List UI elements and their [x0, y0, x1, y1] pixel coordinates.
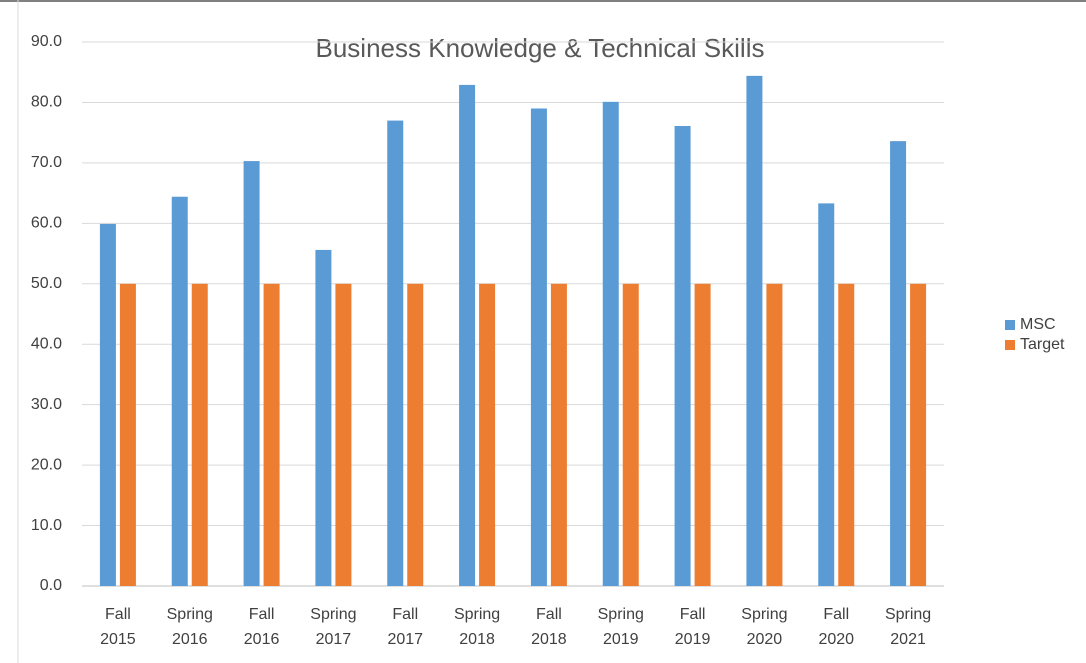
chart-title: Business Knowledge & Technical Skills: [316, 33, 765, 63]
legend-swatch: [1005, 320, 1015, 330]
bar: [315, 249, 332, 586]
bar: [694, 283, 711, 586]
y-tick-label: 20.0: [31, 456, 62, 473]
y-tick-label: 40.0: [31, 335, 62, 352]
bar: [550, 283, 567, 586]
bar: [479, 283, 496, 586]
x-tick-label: Spring 2017: [310, 606, 357, 648]
bar: [838, 283, 855, 586]
y-tick-label: 50.0: [31, 275, 62, 292]
bar: [622, 283, 639, 586]
y-tick-label: 90.0: [31, 33, 62, 50]
bar: [263, 283, 280, 586]
x-tick-label: Spring 2018: [453, 606, 501, 648]
x-tick-label: Fall 2020: [818, 606, 855, 648]
bar: [910, 283, 927, 586]
bar: [99, 223, 116, 586]
bar: [818, 203, 835, 587]
x-tick-label: Spring 2021: [884, 606, 932, 648]
bar: [171, 196, 188, 586]
legend-label: MSC: [1020, 316, 1056, 333]
y-tick-label: 70.0: [31, 154, 62, 171]
legend-label: Target: [1020, 336, 1065, 353]
bar: [243, 161, 260, 586]
bar: [407, 283, 424, 586]
bar: [387, 120, 404, 587]
y-tick-label: 30.0: [31, 396, 62, 413]
bar: [335, 283, 352, 586]
bar: [119, 283, 136, 586]
y-tick-label: 0.0: [40, 577, 62, 594]
y-tick-label: 80.0: [31, 94, 62, 111]
y-tick-label: 60.0: [31, 215, 62, 232]
y-tick-label: 10.0: [31, 517, 62, 534]
x-tick-label: Spring 2020: [741, 606, 788, 648]
x-tick-label: Spring 2019: [597, 606, 644, 648]
bar: [459, 84, 476, 586]
x-tick-label: Fall 2016: [243, 606, 280, 648]
bar: [766, 283, 783, 586]
bar: [890, 141, 907, 586]
x-tick-label: Fall 2019: [674, 606, 711, 648]
x-tick-label: Spring 2016: [166, 606, 213, 648]
bar: [191, 283, 208, 586]
x-tick-label: Fall 2017: [387, 606, 424, 648]
bar: [602, 101, 619, 586]
x-tick-label: Fall 2015: [100, 606, 136, 648]
x-tick-label: Fall 2018: [531, 606, 567, 648]
bar: [674, 126, 691, 587]
bar: [746, 75, 763, 587]
bar: [530, 108, 547, 586]
legend-swatch: [1005, 340, 1015, 350]
